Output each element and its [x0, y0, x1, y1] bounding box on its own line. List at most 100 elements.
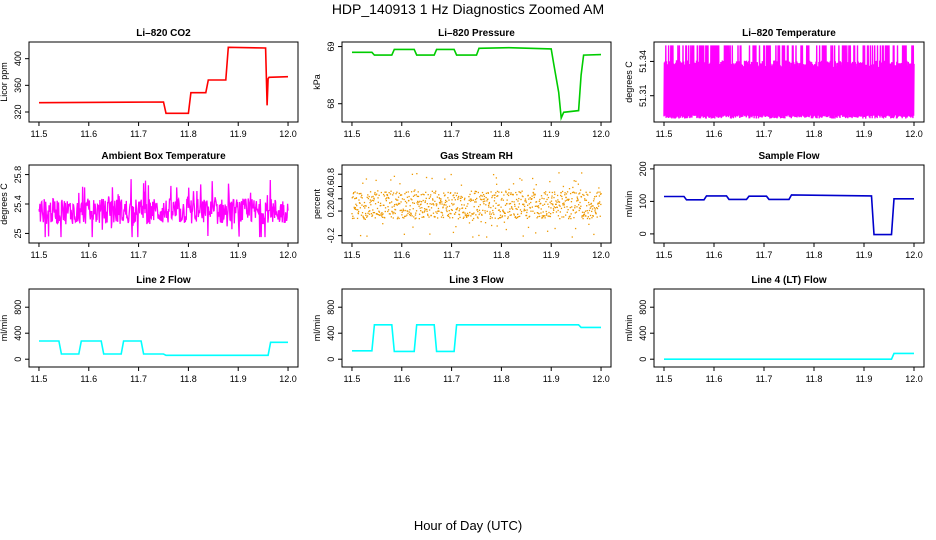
- data-point: [496, 190, 499, 193]
- data-point: [520, 192, 522, 194]
- data-point: [460, 197, 462, 200]
- x-tick-label: 11.9: [543, 250, 560, 260]
- data-point: [521, 179, 523, 181]
- x-tick-label: 12.0: [592, 129, 610, 139]
- data-point: [405, 191, 407, 193]
- data-point: [599, 201, 601, 203]
- data-point: [492, 209, 494, 212]
- data-point: [526, 209, 528, 211]
- data-point: [387, 206, 389, 208]
- data-point: [498, 204, 500, 206]
- data-point: [584, 210, 587, 212]
- y-tick-label: 0.8: [326, 168, 336, 181]
- data-point: [492, 212, 494, 214]
- data-point: [587, 194, 589, 196]
- data-point: [356, 204, 358, 207]
- data-point: [533, 196, 535, 199]
- data-point: [362, 182, 364, 184]
- data-point: [388, 213, 391, 215]
- data-point: [480, 194, 482, 197]
- data-point: [593, 233, 595, 236]
- data-point: [549, 180, 551, 183]
- data-point: [453, 203, 455, 205]
- data-point: [420, 194, 422, 196]
- data-point: [534, 194, 536, 196]
- data-point: [374, 217, 376, 219]
- data-point: [537, 205, 540, 207]
- data-point: [458, 210, 460, 212]
- data-point: [464, 197, 466, 199]
- plot-frame: [653, 41, 925, 123]
- data-point: [596, 192, 598, 194]
- data-point: [526, 217, 529, 220]
- data-point: [373, 198, 375, 200]
- plot-frame: [653, 288, 925, 368]
- data-point: [387, 196, 389, 199]
- series-line: [39, 340, 288, 357]
- data-point: [421, 216, 423, 218]
- data-point: [444, 201, 447, 204]
- data-point: [387, 209, 390, 211]
- data-point: [548, 191, 551, 193]
- x-tick-label: 11.7: [130, 250, 147, 260]
- data-point: [393, 175, 396, 178]
- data-point: [499, 217, 501, 219]
- data-point: [495, 202, 497, 204]
- data-point: [371, 199, 373, 202]
- data-point: [593, 198, 595, 200]
- data-point: [515, 198, 518, 201]
- data-point: [499, 210, 501, 213]
- data-point: [423, 208, 426, 210]
- data-point: [429, 203, 431, 205]
- x-tick-label: 11.7: [756, 129, 773, 139]
- data-point: [596, 207, 599, 210]
- data-point: [360, 214, 363, 216]
- data-point: [486, 236, 488, 238]
- data-point: [387, 210, 389, 213]
- data-point: [431, 203, 433, 205]
- data-point: [456, 208, 458, 211]
- data-point: [424, 201, 426, 204]
- data-point: [384, 210, 386, 213]
- data-point: [421, 207, 423, 209]
- data-point: [450, 213, 452, 215]
- data-point: [483, 195, 486, 198]
- x-tick-label: 11.7: [130, 374, 147, 384]
- data-point: [449, 212, 451, 215]
- data-point: [420, 203, 422, 205]
- x-tick-label: 12.0: [905, 250, 923, 260]
- panel-1: Li–820 CO2 Licor ppm 320 360 400 11.5 11.6 11.7…: [0, 28, 299, 139]
- data-point: [574, 207, 576, 209]
- data-point: [525, 200, 527, 202]
- data-point: [431, 190, 434, 192]
- series-band: [664, 70, 914, 116]
- data-point: [445, 207, 447, 209]
- data-point: [437, 207, 440, 210]
- data-point: [562, 202, 564, 205]
- data-point: [453, 196, 455, 199]
- data-point: [385, 197, 388, 199]
- data-point: [419, 207, 421, 209]
- data-point: [441, 214, 444, 216]
- data-point: [359, 234, 362, 237]
- data-point: [563, 204, 565, 206]
- data-point: [478, 209, 481, 211]
- data-point: [591, 217, 593, 219]
- data-point: [509, 214, 511, 216]
- data-point: [351, 213, 353, 215]
- data-point: [548, 211, 550, 214]
- series-line: [664, 194, 914, 236]
- x-tick-label: 11.8: [180, 250, 197, 260]
- data-point: [492, 205, 494, 207]
- y-axis-label: kPa: [312, 74, 322, 90]
- data-point: [443, 195, 446, 197]
- data-point: [468, 214, 470, 216]
- data-point: [554, 227, 556, 230]
- data-point: [438, 194, 440, 196]
- data-point: [546, 198, 548, 201]
- data-point: [479, 212, 481, 214]
- data-point: [422, 193, 424, 195]
- data-point: [550, 200, 553, 202]
- data-point: [469, 200, 472, 202]
- data-point: [517, 216, 519, 218]
